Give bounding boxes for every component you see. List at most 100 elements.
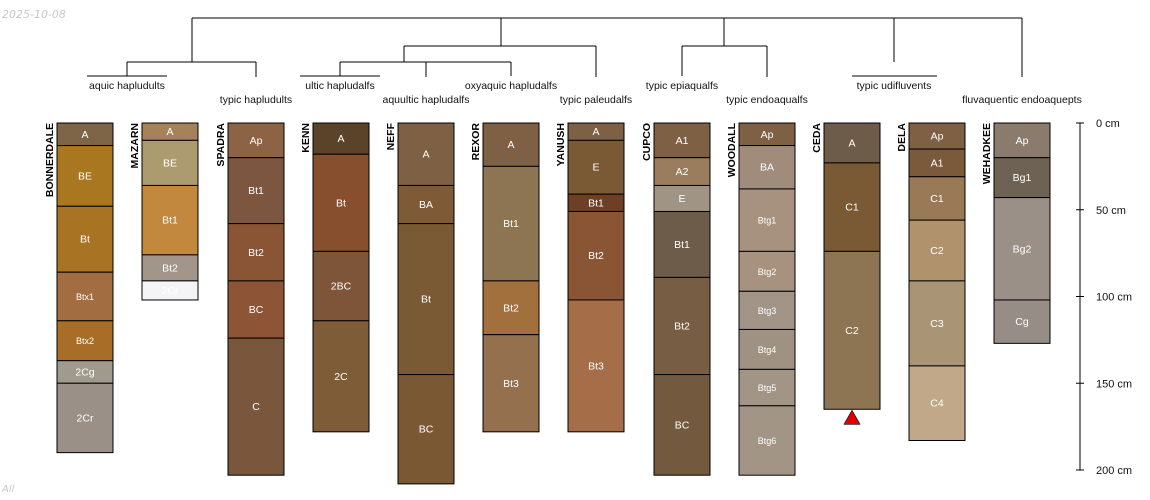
horizon-label: Bt1: [588, 197, 604, 209]
profile-woodall: Ap BA Btg1 Btg2 Btg3 Btg4 Btg5 Btg6 WOODALL: [726, 122, 796, 476]
horizon-yanush-bt3: [567, 299, 625, 433]
taxonomy-label-ultic-hapludalfs: ultic hapludalfs: [305, 80, 374, 92]
profile-neff: A BA Bt BC NEFF: [385, 122, 455, 485]
horizon-label: Btg2: [758, 267, 777, 277]
horizon-label: C4: [930, 398, 944, 410]
horizon-spadra-bt2: [227, 223, 285, 282]
horizon-neff-ba: [397, 184, 455, 225]
horizon-cupco-a1: [653, 122, 711, 159]
horizon-label: Bg2: [1013, 243, 1032, 255]
horizon-dela-ap: [908, 122, 966, 150]
horizon-label: Bt2: [588, 250, 604, 262]
profile-name: REXOR: [470, 123, 482, 161]
horizon-label: C3: [930, 318, 944, 330]
horizon-label: A: [422, 149, 429, 161]
taxonomy-labels: aquic hapludults typic hapludults ultic ha…: [89, 80, 1082, 106]
horizon-woodall-ba: [738, 145, 796, 190]
horizon-wehadkee-cg: [993, 299, 1051, 344]
horizon-dela-c1: [908, 176, 966, 221]
taxonomy-label-typic-hapludults: typic hapludults: [220, 94, 292, 106]
depth-tick-label: 50 cm: [1096, 205, 1126, 217]
horizon-label: C1: [845, 202, 859, 214]
horizon-label: Btg3: [758, 306, 777, 316]
taxonomy-label-oxyaquic-hapludalfs: oxyaquic hapludalfs: [465, 80, 557, 92]
horizon-wehadkee-bg2: [993, 197, 1051, 301]
profile-name: MAZARN: [129, 123, 141, 169]
horizon-label: Bt1: [503, 218, 519, 230]
truncation-marker: [843, 409, 861, 425]
horizon-label: Bt3: [503, 378, 519, 390]
horizon-label: Btg6: [758, 436, 777, 446]
horizon-label: Bt: [80, 234, 90, 246]
profile-dela: Ap A1 C1 C2 C3 C4 DELA: [896, 122, 966, 442]
profile-kenn: A Bt 2BC 2C KENN: [300, 122, 370, 433]
taxonomy-label-typic-paleudalfs: typic paleudalfs: [560, 94, 632, 106]
horizon-cupco-bt1: [653, 210, 711, 278]
horizon-cupco-bc: [653, 374, 711, 476]
horizon-label: BC: [249, 304, 264, 316]
horizon-spadra-bt1: [227, 157, 285, 225]
horizon-label: 2Cg: [75, 366, 94, 378]
horizon-label: E: [592, 162, 599, 174]
horizon-label: C2: [845, 325, 859, 337]
horizon-kenn-a: [312, 122, 370, 155]
soil-profiles: A BE Bt Btx1 Btx2 2Cg 2Cr BONNERDALE A BE Bt1 Bt2 2C…: [44, 122, 1051, 485]
horizon-neff-bt: [397, 223, 455, 376]
horizon-label: A1: [676, 135, 689, 147]
horizon-label: Bt: [421, 294, 431, 306]
date-stamp: 2025-10-08: [2, 8, 66, 21]
horizon-label: Cg: [1015, 316, 1029, 328]
taxonomy-label-typic-endoaqualfs: typic endoaqualfs: [726, 94, 808, 106]
profile-wehadkee: Ap Bg1 Bg2 Cg WEHADKEE: [981, 122, 1051, 344]
depth-tick-label: 150 cm: [1096, 378, 1132, 390]
horizon-woodall-btg3: [738, 290, 796, 330]
depth-tick-label: 100 cm: [1096, 292, 1132, 304]
profile-name: NEFF: [385, 122, 397, 150]
horizon-neff-bc: [397, 374, 455, 485]
horizon-woodall-btg5: [738, 368, 796, 407]
horizon-label: E: [678, 193, 685, 205]
horizon-ceda-c2: [823, 250, 881, 410]
horizon-label: Btg4: [758, 345, 777, 355]
depth-tick-label: 0 cm: [1096, 118, 1120, 130]
horizon-label: BE: [163, 157, 177, 169]
horizon-wehadkee-bg1: [993, 157, 1051, 199]
profile-spadra: Ap Bt1 Bt2 BC C SPADRA: [215, 122, 285, 476]
horizon-label: Btx2: [76, 336, 94, 346]
horizon-bonnerdale-be: [56, 145, 114, 207]
horizon-label: BA: [760, 162, 774, 174]
profile-name: SPADRA: [215, 123, 227, 167]
profile-name: BONNERDALE: [44, 123, 56, 197]
horizon-dela-c2: [908, 219, 966, 282]
horizon-label: Bt1: [162, 215, 178, 227]
horizon-wehadkee-ap: [993, 122, 1051, 159]
profile-name: DELA: [896, 123, 908, 152]
depth-axis: 0 cm 50 cm 100 cm 150 cm 200 cm: [1076, 118, 1132, 477]
horizon-label: Bt1: [248, 185, 264, 197]
horizon-rexor-bt3: [482, 334, 540, 433]
horizon-bonnerdale-btx2: [56, 320, 114, 362]
horizon-label: Ap: [1016, 135, 1029, 147]
horizon-label: A: [81, 129, 88, 141]
profile-name: WOODALL: [726, 122, 738, 177]
horizon-label: 2C: [334, 371, 348, 383]
horizon-label: Bt2: [503, 302, 519, 314]
profile-name: CEDA: [811, 123, 823, 153]
horizon-label: BC: [419, 424, 434, 436]
horizon-label: BE: [78, 170, 92, 182]
horizon-label: C2: [930, 245, 944, 257]
horizon-label: Btx1: [76, 292, 94, 302]
depth-tick-label: 200 cm: [1096, 465, 1132, 477]
horizon-woodall-btg2: [738, 250, 796, 292]
horizon-label: Bt2: [162, 262, 178, 274]
horizon-mazarn-be: [141, 139, 199, 186]
horizon-label: A: [592, 126, 599, 138]
horizon-label: C: [252, 401, 260, 413]
horizon-label: 2Cr: [162, 285, 179, 297]
horizon-label: BC: [675, 419, 690, 431]
horizon-label: A1: [931, 157, 944, 169]
dendrogram: [87, 17, 1023, 77]
profile-mazarn: A BE Bt1 Bt2 2Cr MAZARN: [129, 122, 199, 301]
horizon-label: Ap: [250, 135, 263, 147]
horizon-woodall-btg6: [738, 405, 796, 476]
